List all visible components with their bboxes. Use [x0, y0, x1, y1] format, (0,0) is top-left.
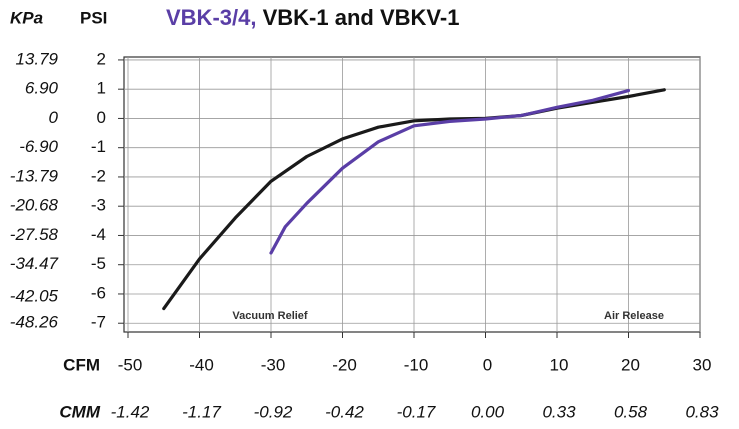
x2-tick-label: -0.17: [397, 402, 436, 421]
series-line: [269, 89, 631, 255]
y-tick-label: -6: [91, 283, 106, 302]
y2-tick-label: -6.90: [19, 137, 58, 156]
x-tick-label: -10: [404, 355, 429, 374]
x-tick-label: 20: [621, 355, 640, 374]
y2-tick-label: -34.47: [10, 254, 59, 273]
x2-axis-label: CMM: [59, 402, 100, 421]
x-tick-label: -50: [118, 355, 143, 374]
y2-tick-label: -48.26: [10, 313, 59, 332]
y-tick-label: -1: [91, 137, 106, 156]
y-tick-label: -7: [91, 313, 106, 332]
y-tick-label: 2: [97, 49, 106, 68]
y-axis-label: PSI: [80, 8, 107, 27]
y2-tick-label: -20.68: [10, 196, 59, 215]
y2-tick-label: -13.79: [10, 166, 59, 185]
x-tick-label: -20: [332, 355, 357, 374]
y-tick-label: -2: [91, 166, 106, 185]
y2-tick-label: 0: [49, 108, 59, 127]
x-tick-label: -30: [261, 355, 286, 374]
x2-tick-label: 0.33: [542, 402, 576, 421]
y-tick-label: -4: [91, 225, 106, 244]
x-tick-label: 30: [693, 355, 712, 374]
title-part: VBK-3/4,: [166, 5, 256, 30]
y2-tick-label: -42.05: [10, 286, 59, 305]
series-line: [162, 88, 666, 311]
y-tick-label: -5: [91, 254, 106, 273]
y2-tick-label: -27.58: [10, 225, 59, 244]
x-axis-label: CFM: [63, 355, 100, 374]
y-tick-label: 0: [97, 108, 106, 127]
chart-title: VBK-3/4, VBK-1 and VBKV-1: [166, 5, 459, 30]
y2-tick-label: 13.79: [15, 49, 58, 68]
y2-tick-label: 6.90: [25, 79, 59, 98]
x2-tick-label: -1.17: [182, 402, 221, 421]
x2-tick-label: -0.42: [325, 402, 364, 421]
annotation: Air Release: [604, 310, 664, 322]
x2-tick-label: 0.00: [471, 402, 505, 421]
x2-tick-label: -1.42: [111, 402, 150, 421]
y-tick-label: 1: [97, 79, 106, 98]
x-tick-label: 0: [483, 355, 492, 374]
x2-tick-label: -0.92: [254, 402, 293, 421]
annotation: Vacuum Relief: [232, 310, 308, 322]
x2-tick-label: 0.83: [685, 402, 719, 421]
x2-tick-label: 0.58: [614, 402, 648, 421]
x-tick-label: 10: [550, 355, 569, 374]
plot-area: [123, 56, 701, 333]
y2-axis-label: KPa: [10, 8, 43, 27]
x-tick-label: -40: [189, 355, 214, 374]
title-part: VBK-1 and VBKV-1: [263, 5, 460, 30]
y-tick-label: -3: [91, 196, 106, 215]
